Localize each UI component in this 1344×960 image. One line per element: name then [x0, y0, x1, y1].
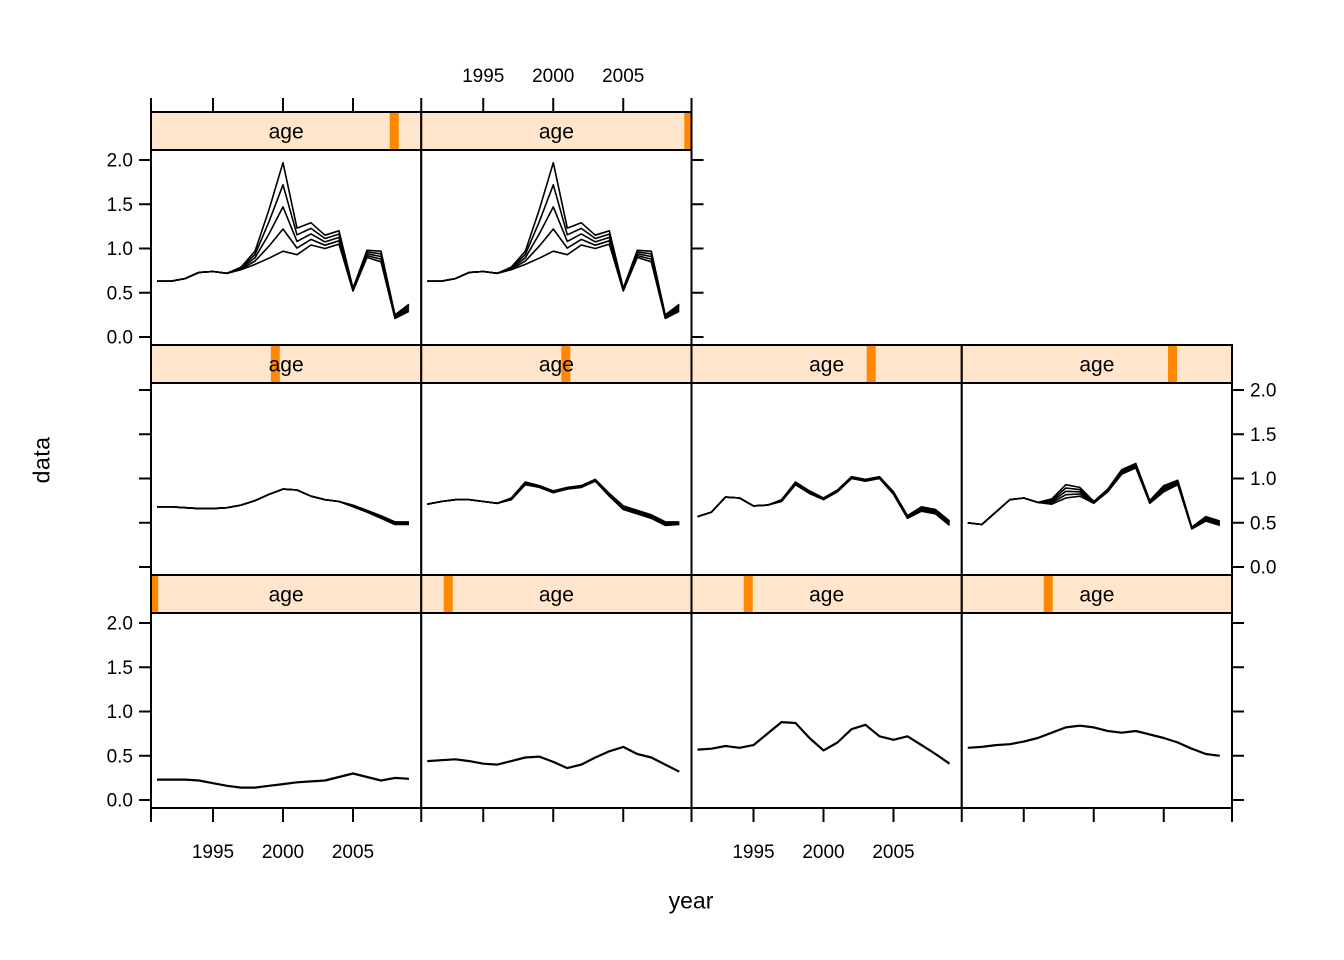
y-axis-left-label: 1.5 [107, 195, 133, 216]
panel-age-level-5 [150, 382, 423, 576]
strip-age-level-8 [960, 344, 1233, 384]
y-axis-right-label: 0.5 [1250, 513, 1276, 534]
strip-shingle-marker [443, 576, 453, 612]
strip-label: age [269, 121, 304, 144]
x-axis-bottom-label: 1995 [192, 842, 234, 863]
strip-shingle-marker [1043, 576, 1053, 612]
strip-label: age [269, 354, 304, 377]
y-axis-right-label: 1.0 [1250, 469, 1276, 490]
strip-shingle-marker [1168, 346, 1178, 382]
x-axis-top-label: 2000 [532, 66, 574, 87]
x-axis-top-label: 1995 [462, 66, 504, 87]
panel-age-level-1 [150, 612, 423, 809]
strip-age-level-2 [420, 574, 693, 614]
y-axis-right-label: 0.0 [1250, 558, 1276, 579]
strip-age-level-1 [150, 574, 423, 614]
x-axis-bottom-label: 2005 [872, 842, 914, 863]
strip-age-level-9 [150, 111, 423, 151]
series-line-5 [157, 161, 410, 316]
y-axis-left-label: 1.0 [107, 239, 133, 260]
strip-label: age [539, 121, 574, 144]
x-axis-bottom-label: 1995 [732, 842, 774, 863]
panel-age-level-6 [420, 382, 693, 576]
y-axis-left-label: 2.0 [107, 151, 133, 172]
y-axis-left-label: 1.0 [107, 702, 133, 723]
strip-shingle-marker [270, 346, 280, 382]
panel-age-level-2 [420, 612, 693, 809]
strip-label: age [539, 354, 574, 377]
y-axis-left-label: 2.0 [107, 614, 133, 635]
strip-label: age [1079, 354, 1114, 377]
series-line-1 [427, 745, 680, 773]
series-line-5 [697, 475, 951, 522]
panel-age-level-3 [690, 612, 963, 809]
series-line-1 [157, 772, 410, 789]
panel-age-level-7 [690, 382, 963, 576]
series-line-5 [427, 161, 680, 316]
y-axis-left-label: 0.5 [107, 283, 133, 304]
strip-shingle-marker [684, 113, 691, 149]
panel-age-level-9 [150, 149, 423, 346]
strip-shingle-marker [389, 113, 399, 149]
y-axis-left-label: 1.5 [107, 658, 133, 679]
y-axis-left-label: 0.0 [107, 328, 133, 349]
strip-label: age [1079, 584, 1114, 607]
x-axis-bottom-label: 2000 [262, 842, 304, 863]
series-line-1 [697, 720, 951, 765]
strip-label: age [539, 584, 574, 607]
strip-age-level-7 [690, 344, 963, 384]
y-axis-left-label: 0.0 [107, 791, 133, 812]
y-axis-label: data [28, 436, 55, 484]
series-line-5 [967, 462, 1221, 529]
y-axis-right-label: 1.5 [1250, 425, 1276, 446]
strip-age-level-10 [420, 111, 693, 151]
strip-label: age [809, 354, 844, 377]
x-axis-top-label: 2005 [602, 66, 644, 87]
x-axis-bottom-label: 2005 [332, 842, 374, 863]
x-axis-label: year [668, 887, 714, 914]
y-axis-left-label: 0.5 [107, 746, 133, 767]
y-axis-right-label: 2.0 [1250, 381, 1276, 402]
panel-age-level-4 [960, 612, 1233, 809]
strip-shingle-marker [561, 346, 571, 382]
strip-label: age [809, 584, 844, 607]
series-line-5 [157, 488, 409, 523]
series-line-5 [427, 478, 680, 523]
strip-label: age [269, 584, 304, 607]
strip-shingle-marker [866, 346, 876, 382]
strip-shingle-marker [152, 576, 159, 612]
strip-shingle-marker [743, 576, 753, 612]
series-line-1 [967, 724, 1220, 757]
strip-age-level-4 [960, 574, 1233, 614]
strip-age-level-3 [690, 574, 963, 614]
x-axis-bottom-label: 2000 [802, 842, 844, 863]
panel-age-level-8 [960, 382, 1233, 576]
